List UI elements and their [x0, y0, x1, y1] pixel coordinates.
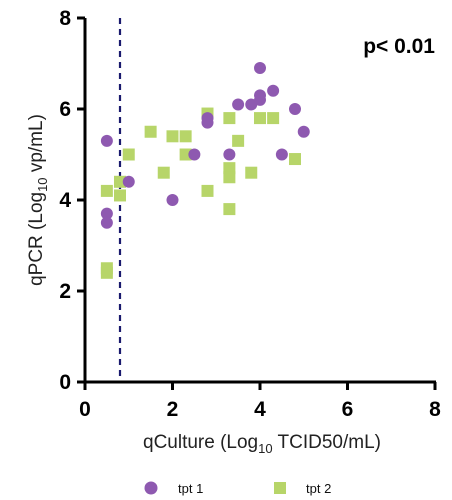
x-tick-label: 2 [167, 398, 179, 421]
x-axis-title: qCulture (Log10 TCID50/mL) [143, 432, 381, 456]
point-tpt2 [223, 112, 236, 125]
point-tpt2 [223, 203, 236, 216]
x-axis: 0 2 4 6 8 [79, 380, 441, 421]
point-tpt1 [122, 175, 135, 188]
x-tick-label: 0 [79, 398, 91, 421]
point-tpt2 [114, 189, 126, 202]
y-axis: 0 2 4 6 8 [59, 7, 87, 394]
point-tpt2 [254, 112, 266, 125]
y-tick-label: 4 [59, 189, 71, 212]
point-tpt1 [297, 125, 310, 138]
point-tpt1 [254, 89, 266, 102]
point-tpt2 [232, 134, 245, 147]
point-tpt2 [289, 153, 301, 166]
point-tpt2 [122, 148, 135, 161]
point-tpt2 [201, 184, 214, 197]
y-axis-title-post: vp/mL) [26, 114, 47, 177]
legend: tpt 1 tpt 2 [144, 481, 331, 496]
point-tpt1 [267, 84, 280, 97]
point-tpt1 [254, 62, 266, 75]
p-value-annotation: p< 0.01 [363, 35, 435, 58]
point-tpt2 [223, 171, 236, 184]
point-tpt1 [188, 148, 201, 161]
point-tpt1 [100, 216, 113, 229]
y-tick-label: 0 [59, 371, 71, 394]
point-tpt2 [157, 166, 170, 179]
y-ticks: 0 2 4 6 8 [59, 7, 85, 394]
legend-label-tpt1: tpt 1 [178, 481, 203, 496]
point-tpt2 [179, 148, 192, 161]
legend-label-tpt2: tpt 2 [306, 481, 331, 496]
legend-item-tpt1: tpt 1 [144, 481, 203, 496]
x-tick-label: 8 [429, 398, 441, 421]
point-tpt1 [166, 194, 179, 206]
point-tpt1 [232, 98, 245, 111]
legend-marker-tpt1 [144, 481, 158, 495]
y-tick-label: 2 [59, 280, 71, 303]
point-tpt2 [166, 130, 179, 143]
point-tpt2 [245, 166, 258, 179]
y-axis-title-pre: qPCR (Log [26, 192, 47, 286]
point-tpt1 [100, 207, 113, 220]
point-tpt2 [267, 112, 280, 125]
point-tpt1 [289, 103, 301, 115]
y-axis-title: qPCR (Log10 vp/mL) [26, 114, 50, 286]
point-tpt2 [100, 266, 113, 279]
point-tpt1 [223, 148, 236, 161]
point-tpt2 [144, 125, 157, 138]
x-axis-title-pre: qCulture (Log [143, 432, 258, 453]
point-tpt1 [201, 116, 214, 129]
y-tick-label: 6 [59, 98, 71, 121]
x-ticks: 0 2 4 6 8 [79, 382, 441, 421]
points-layer [100, 62, 310, 279]
legend-item-tpt2: tpt 2 [274, 481, 331, 496]
x-axis-title-post: TCID50/mL) [273, 432, 381, 453]
point-tpt2 [223, 162, 236, 175]
x-tick-label: 4 [254, 398, 266, 421]
point-tpt2 [179, 130, 192, 143]
point-tpt2 [114, 175, 126, 188]
legend-marker-tpt2 [274, 482, 286, 494]
x-axis-title-sub: 10 [258, 441, 272, 456]
y-tick-label: 8 [59, 7, 71, 30]
point-tpt1 [275, 148, 288, 161]
y-axis-title-sub: 10 [35, 177, 50, 191]
x-tick-label: 6 [342, 398, 354, 421]
point-tpt2 [100, 184, 113, 197]
point-tpt1 [100, 134, 113, 147]
